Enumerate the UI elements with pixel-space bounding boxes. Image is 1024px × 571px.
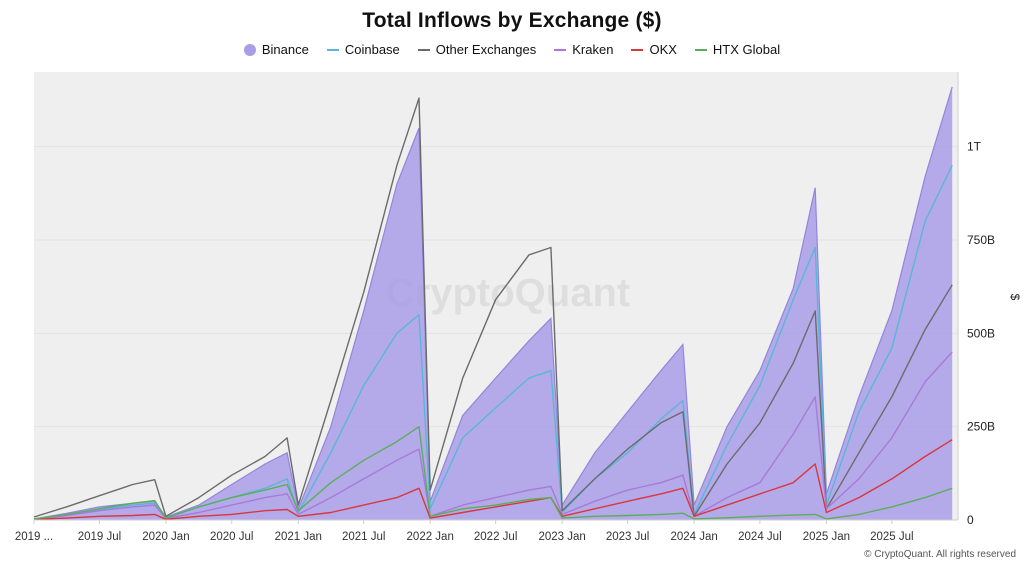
series-line-binance — [33, 86, 953, 520]
copyright-credit: © CryptoQuant. All rights reserved — [864, 549, 1016, 560]
series-line-okx — [33, 439, 953, 520]
y-axis-label: $ — [1008, 294, 1022, 301]
series-line-other-exchanges — [33, 97, 953, 518]
legend-label-other-exchanges: Other Exchanges — [435, 42, 537, 57]
legend-item-htx-global[interactable]: HTX Global — [694, 42, 781, 57]
legend-label-coinbase: Coinbase — [344, 42, 400, 57]
x-tick-label: 2019 ... — [15, 531, 53, 543]
series-line-kraken — [33, 351, 953, 520]
legend-swatch-binance — [243, 43, 256, 56]
y-tick-label: 250B — [967, 420, 995, 434]
legend-label-binance: Binance — [261, 42, 309, 57]
legend-swatch-okx — [631, 48, 644, 51]
x-tick-label: 2023 Jan — [538, 531, 585, 543]
legend-swatch-other-exchanges — [417, 48, 430, 51]
x-tick-label: 2020 Jul — [210, 531, 253, 543]
legend-swatch-coinbase — [326, 48, 339, 51]
y-tick-label: 500B — [967, 326, 995, 340]
legend-label-okx: OKX — [649, 42, 677, 57]
x-tick-label: 2022 Jul — [474, 531, 517, 543]
x-tick-label: 2023 Jul — [606, 531, 649, 543]
x-tick-label: 2019 Jul — [78, 531, 121, 543]
legend-swatch-kraken — [554, 48, 567, 51]
legend-item-coinbase[interactable]: Coinbase — [326, 42, 400, 57]
x-tick-label: 2020 Jan — [142, 531, 189, 543]
x-tick-label: 2021 Jan — [275, 531, 322, 543]
legend-item-binance[interactable]: Binance — [243, 42, 309, 57]
legend-item-other-exchanges[interactable]: Other Exchanges — [417, 42, 537, 57]
x-tick-label: 2025 Jul — [870, 531, 913, 543]
legend-item-kraken[interactable]: Kraken — [554, 42, 613, 57]
legend-item-okx[interactable]: OKX — [631, 42, 677, 57]
legend-label-kraken: Kraken — [572, 42, 614, 57]
legend: Binance Coinbase Other Exchanges Kraken … — [0, 42, 1024, 57]
x-tick-label: 2024 Jan — [670, 531, 717, 543]
x-tick-label: 2024 Jul — [738, 531, 781, 543]
x-tick-label: 2025 Jan — [803, 531, 850, 543]
legend-swatch-htx-global — [694, 48, 707, 51]
y-tick-label: 0 — [967, 513, 974, 527]
x-tick-label: 2022 Jan — [407, 531, 454, 543]
series-line-htx-global — [33, 426, 953, 520]
y-tick-label: 750B — [967, 233, 995, 247]
legend-label-htx-global: HTX Global — [712, 42, 781, 57]
chart-title: Total Inflows by Exchange ($) — [362, 9, 662, 32]
y-tick-label: 1T — [967, 140, 982, 154]
watermark-text: CryptoQuant — [386, 271, 630, 315]
x-tick-label: 2021 Jul — [342, 531, 385, 543]
